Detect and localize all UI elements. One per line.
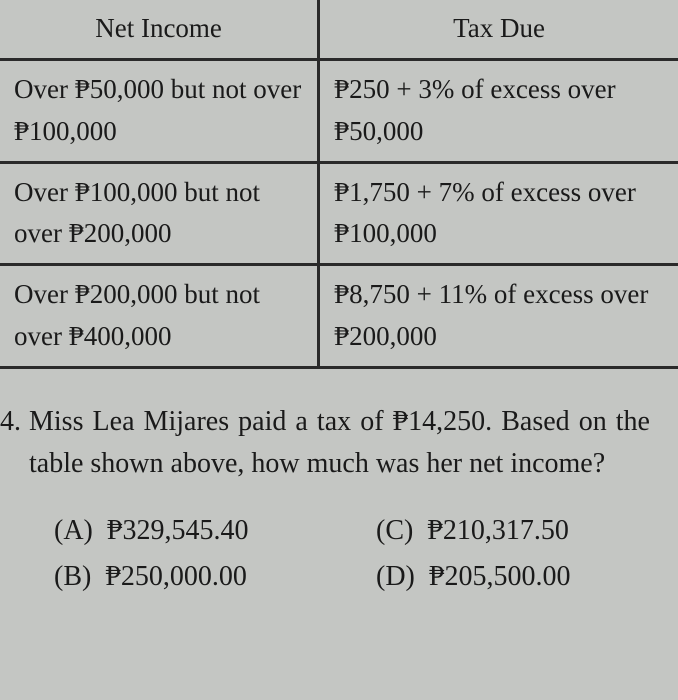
page-container: Net Income Tax Due Over ₱50,000 but not … bbox=[0, 0, 678, 700]
choice-value: ₱205,500.00 bbox=[429, 561, 571, 593]
question-block: 4. Miss Lea Mijares paid a tax of ₱14,25… bbox=[0, 369, 678, 485]
question-number: 4. bbox=[0, 401, 21, 443]
table-header-row: Net Income Tax Due bbox=[0, 0, 678, 59]
table-row: Over ₱100,000 but not over ₱200,000 ₱1,7… bbox=[0, 162, 678, 265]
question-text-wrapper: 4. Miss Lea Mijares paid a tax of ₱14,25… bbox=[0, 401, 650, 485]
choice-label: (A) bbox=[54, 515, 93, 547]
header-net-income: Net Income bbox=[0, 0, 319, 59]
cell-income: Over ₱200,000 but not over ₱400,000 bbox=[0, 265, 319, 368]
choice-b: (B) ₱250,000.00 bbox=[54, 561, 356, 593]
choice-value: ₱329,545.40 bbox=[107, 515, 249, 547]
choice-label: (B) bbox=[54, 561, 91, 593]
cell-tax: ₱1,750 + 7% of excess over ₱100,000 bbox=[319, 162, 678, 265]
cell-income: Over ₱100,000 but not over ₱200,000 bbox=[0, 162, 319, 265]
table-row: Over ₱50,000 but not over ₱100,000 ₱250 … bbox=[0, 59, 678, 162]
cell-income: Over ₱50,000 but not over ₱100,000 bbox=[0, 59, 319, 162]
choice-label: (D) bbox=[376, 561, 415, 593]
question-body: Miss Lea Mijares paid a tax of ₱14,250. … bbox=[29, 401, 650, 485]
choice-c: (C) ₱210,317.50 bbox=[376, 515, 678, 547]
table-row: Over ₱200,000 but not over ₱400,000 ₱8,7… bbox=[0, 265, 678, 368]
choice-label: (C) bbox=[376, 515, 413, 547]
choices-grid: (A) ₱329,545.40 (C) ₱210,317.50 (B) ₱250… bbox=[0, 485, 678, 593]
choice-value: ₱210,317.50 bbox=[427, 515, 569, 547]
header-tax-due: Tax Due bbox=[319, 0, 678, 59]
choice-d: (D) ₱205,500.00 bbox=[376, 561, 678, 593]
tax-table: Net Income Tax Due Over ₱50,000 but not … bbox=[0, 0, 678, 369]
choice-a: (A) ₱329,545.40 bbox=[54, 515, 356, 547]
cell-tax: ₱250 + 3% of excess over ₱50,000 bbox=[319, 59, 678, 162]
choice-value: ₱250,000.00 bbox=[105, 561, 247, 593]
cell-tax: ₱8,750 + 11% of excess over ₱200,000 bbox=[319, 265, 678, 368]
